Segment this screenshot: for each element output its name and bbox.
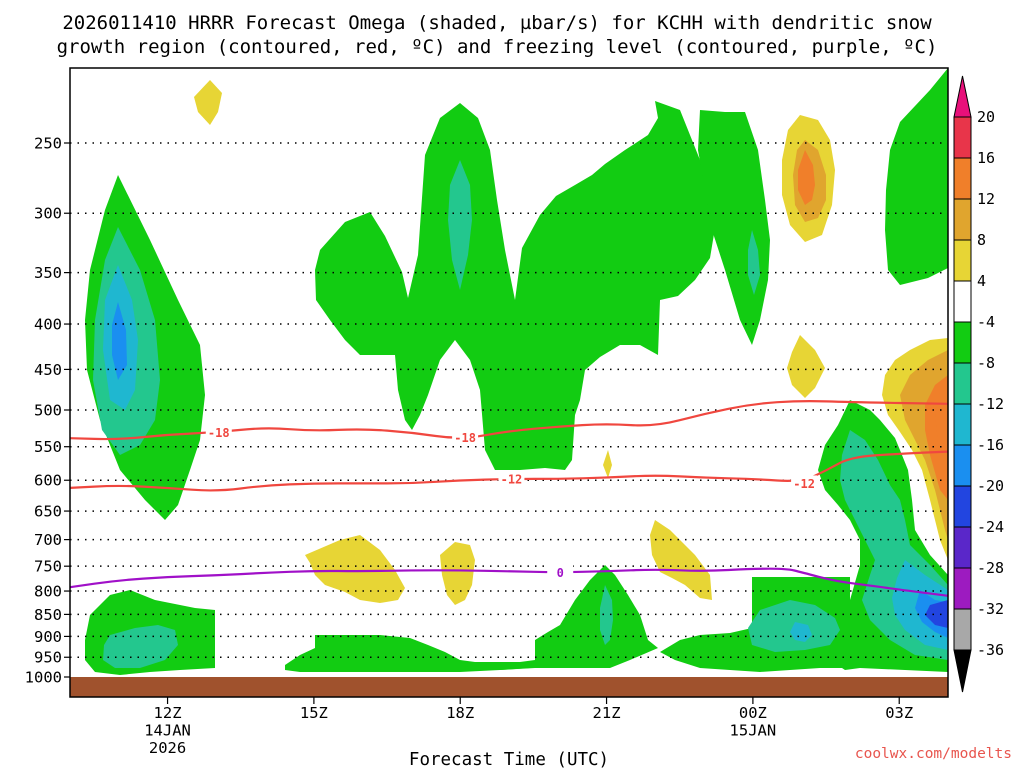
y-tick-label-800: 800 [34, 583, 62, 601]
x-tick-label-15Z: 15Z [300, 704, 328, 722]
colorbar-label-16: 16 [977, 149, 995, 167]
omega-region-11 [798, 150, 815, 205]
colorbar-swatch-6 [953, 362, 972, 405]
colorbar-label-8: 8 [977, 231, 986, 249]
y-tick-label-850: 850 [34, 606, 62, 624]
colorbar-label--36: -36 [977, 641, 1004, 659]
omega-region-35 [460, 662, 530, 670]
colorbar: 20 16 12 8 4 -4 -8 -12 -16 -20 -24 -28 -32 -36 [953, 75, 1004, 693]
omega-region-33 [535, 565, 658, 668]
y-tick-label-300: 300 [34, 205, 62, 223]
x-tick-label-15JAN: 15JAN [730, 722, 777, 740]
y-tick-label-650: 650 [34, 503, 62, 521]
y-tick-label-700: 700 [34, 531, 62, 549]
omega-region-12 [787, 335, 825, 398]
colorbar-label--8: -8 [977, 354, 995, 372]
omega-region-3 [112, 302, 127, 380]
y-tick-label-550: 550 [34, 438, 62, 456]
omega-shading [85, 68, 948, 675]
colorbar-swatch-11 [953, 567, 972, 610]
omega-region-26 [305, 535, 405, 603]
colorbar-label--12: -12 [977, 395, 1004, 413]
y-tick-label-750: 750 [34, 558, 62, 576]
contour-label-bg-0-1 [452, 429, 479, 446]
contour-label-1-1: -12 [793, 477, 815, 491]
colorbar-swatch-5 [953, 321, 972, 364]
colorbar-label--28: -28 [977, 559, 1004, 577]
y-axis: 250 300 350 400 450 500 550 600 650 700 750 800 850 9… [25, 135, 70, 687]
contour-label-0-1: -18 [454, 431, 476, 445]
colorbar-swatch-8 [953, 444, 972, 487]
y-tick-label-500: 500 [34, 402, 62, 420]
colorbar-label--24: -24 [977, 518, 1004, 536]
colorbar-swatch-0 [953, 116, 972, 159]
contour-label-0-0: -18 [208, 426, 230, 440]
y-tick-label-950: 950 [34, 649, 62, 667]
y-tick-label-250: 250 [34, 135, 62, 153]
colorbar-swatch-10 [953, 526, 972, 569]
colorbar-swatch-7 [953, 403, 972, 446]
x-tick-label-2026: 2026 [149, 739, 186, 757]
contour-label-bg-0-0 [205, 424, 232, 441]
y-tick-label-900: 900 [34, 628, 62, 646]
colorbar-swatch-2 [953, 198, 972, 241]
colorbar-top-arrow [953, 75, 972, 118]
omega-region-8 [748, 230, 760, 295]
contour-label-2-0: 0 [557, 566, 564, 580]
contour-label-1-0: -12 [501, 472, 523, 486]
x-tick-label-14JAN: 14JAN [144, 722, 191, 740]
chart-title-line1: 2026011410 HRRR Forecast Omega (shaded, … [62, 12, 932, 34]
contour-line-2 [69, 567, 949, 597]
x-axis-label: Forecast Time (UTC) [409, 750, 609, 768]
colorbar-label-4: 4 [977, 272, 986, 290]
ground-surface [70, 677, 948, 697]
y-tick-label-1000: 1000 [25, 669, 62, 687]
x-tick-label-12Z: 12Z [154, 704, 182, 722]
omega-region-34 [600, 585, 613, 645]
colorbar-swatch-9 [953, 485, 972, 528]
x-tick-label-03Z: 03Z [885, 704, 913, 722]
colorbar-label-12: 12 [977, 190, 995, 208]
contour-label-bg-1-0 [498, 470, 525, 487]
y-tick-label-400: 400 [34, 316, 62, 334]
omega-region-17 [935, 380, 948, 460]
credit-text: coolwx.com/modelts [855, 746, 1012, 762]
omega-region-22 [925, 600, 948, 628]
omega-region-31 [103, 625, 178, 668]
colorbar-label--16: -16 [977, 436, 1004, 454]
omega-region-27 [440, 542, 475, 605]
y-tick-label-350: 350 [34, 264, 62, 282]
colorbar-bottom-arrow [953, 649, 972, 693]
x-tick-label-18Z: 18Z [446, 704, 474, 722]
omega-region-13 [885, 68, 948, 285]
omega-region-4 [194, 80, 222, 125]
plot-frame [69, 67, 949, 698]
contour-label-bg-1-1 [791, 475, 818, 492]
colorbar-label--4: -4 [977, 313, 995, 331]
y-tick-label-600: 600 [34, 472, 62, 490]
omega-region-5 [315, 101, 718, 470]
omega-region-29 [603, 450, 612, 478]
colorbar-swatch-4 [953, 280, 972, 323]
omega-region-28 [650, 520, 712, 600]
colorbar-swatch-1 [953, 157, 972, 200]
x-tick-label-00Z: 00Z [739, 704, 767, 722]
x-tick-label-21Z: 21Z [593, 704, 621, 722]
y-tick-label-450: 450 [34, 361, 62, 379]
chart-title-line2: growth region (contoured, red, ºC) and f… [57, 36, 938, 58]
colorbar-swatch-3 [953, 239, 972, 282]
temperature-contours: -18 -18 -12 -12 0 [69, 400, 949, 597]
colorbar-label--20: -20 [977, 477, 1004, 495]
colorbar-label-20: 20 [977, 108, 995, 126]
omega-region-6 [448, 160, 472, 290]
colorbar-swatch-12 [953, 608, 972, 651]
plot-area: -18 -18 -12 -12 0 250 300 350 400 450 500 550 600 65… [25, 67, 949, 757]
contour-label-bg-2-0 [547, 564, 574, 581]
colorbar-label--32: -32 [977, 600, 1004, 618]
